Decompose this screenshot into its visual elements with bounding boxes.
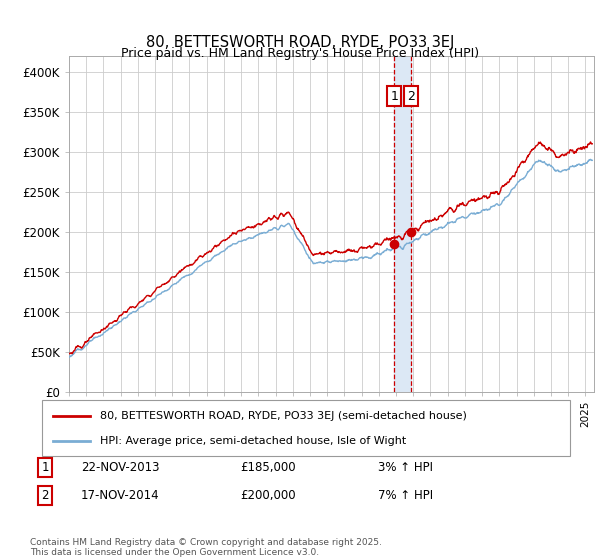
Text: 80, BETTESWORTH ROAD, RYDE, PO33 3EJ: 80, BETTESWORTH ROAD, RYDE, PO33 3EJ	[146, 35, 454, 49]
Text: £185,000: £185,000	[240, 461, 296, 474]
Text: 2: 2	[41, 489, 49, 502]
Text: 1: 1	[390, 90, 398, 102]
Bar	[394, 56, 412, 392]
Text: 2: 2	[407, 90, 415, 102]
Text: 1: 1	[41, 461, 49, 474]
Text: 7% ↑ HPI: 7% ↑ HPI	[378, 489, 433, 502]
Text: Price paid vs. HM Land Registry's House Price Index (HPI): Price paid vs. HM Land Registry's House …	[121, 46, 479, 60]
Text: 80, BETTESWORTH ROAD, RYDE, PO33 3EJ (semi-detached house): 80, BETTESWORTH ROAD, RYDE, PO33 3EJ (se…	[100, 411, 467, 421]
Text: 22-NOV-2013: 22-NOV-2013	[81, 461, 160, 474]
Text: 3% ↑ HPI: 3% ↑ HPI	[378, 461, 433, 474]
Text: £200,000: £200,000	[240, 489, 296, 502]
Text: HPI: Average price, semi-detached house, Isle of Wight: HPI: Average price, semi-detached house,…	[100, 436, 406, 446]
Text: Contains HM Land Registry data © Crown copyright and database right 2025.
This d: Contains HM Land Registry data © Crown c…	[30, 538, 382, 557]
Text: 17-NOV-2014: 17-NOV-2014	[81, 489, 160, 502]
